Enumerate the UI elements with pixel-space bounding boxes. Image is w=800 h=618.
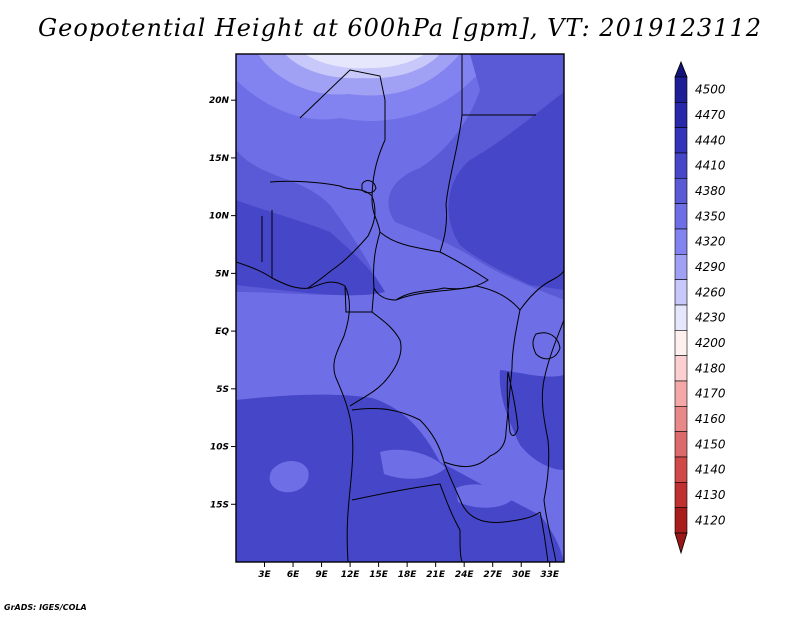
colorbar-swatch: [674, 507, 688, 534]
lat-tick-label: 10N: [209, 212, 230, 222]
border-libya-chad: [299, 69, 386, 140]
colorbar: 4500 4470 4440 4410 4380 4350 4320 4290 4260 4230…: [674, 60, 726, 555]
border-ghana-togo: [261, 210, 273, 278]
colorbar-label: 4120: [695, 513, 726, 527]
colorbar-swatch: [674, 431, 688, 458]
contour-band-4230: [305, 54, 425, 69]
coastline-east-africa: [541, 319, 564, 562]
lon-tick-label: 12E: [341, 570, 361, 580]
contour-patch-4350-b: [269, 461, 309, 493]
contour-band-4410-w: [236, 200, 385, 296]
border-angola-zambia: [443, 461, 541, 523]
lat-tick-label: EQ: [215, 327, 229, 337]
border-congo: [349, 311, 402, 407]
border-drc-east: [489, 309, 521, 457]
colorbar-label: 4320: [695, 235, 726, 249]
colorbar-swatch: [674, 355, 688, 382]
colorbar-swatch: [674, 178, 688, 204]
lat-tick-label: 5N: [215, 269, 229, 279]
colorbar-swatch: [674, 279, 688, 306]
lon-tick-label: 3E: [258, 570, 271, 580]
lon-tick-label: 6E: [287, 570, 300, 580]
colorbar-swatch: [674, 127, 688, 154]
lon-tick-label: 24E: [455, 570, 475, 580]
lon-tick-label: 18E: [398, 570, 418, 580]
map-frame: [235, 53, 565, 563]
lon-tick-label: 30E: [512, 570, 532, 580]
border-drc-south: [351, 407, 491, 467]
colorbar-label: 4170: [695, 387, 726, 401]
lat-tick-label: 15S: [210, 500, 229, 510]
colorbar-label: 4180: [695, 361, 726, 375]
colorbar-label: 4200: [695, 336, 726, 350]
contour-patch-4350-e: [456, 484, 512, 508]
longitude-axis: 3E 6E 9E 12E 15E 18E 21E 24E 27E 30E 33E: [258, 562, 560, 580]
border-ethiopia: [519, 269, 564, 311]
colorbar-swatch: [674, 330, 688, 356]
border-drc-north: [395, 285, 521, 311]
lon-tick-label: 27E: [483, 570, 503, 580]
border-zambia-malawi: [539, 511, 549, 562]
country-borders: [236, 54, 564, 562]
colorbar-swatch: [674, 380, 688, 407]
map-panel: [235, 53, 565, 563]
lon-tick-label: 21E: [426, 570, 446, 580]
colorbar-swatch: [674, 102, 688, 128]
colorbar-label: 4410: [695, 159, 726, 173]
contour-band-4410-ne: [448, 92, 564, 290]
colorbar-bottom-arrow: [674, 532, 688, 555]
latitude-axis: 20N 15N 10N 5N EQ 5S 10S 15S: [209, 96, 236, 510]
colorbar-label: 4160: [695, 412, 726, 426]
chart-title: Geopotential Height at 600hPa [gpm], VT:…: [38, 14, 762, 42]
colorbar-label: 4500: [695, 83, 726, 97]
border-namibia: [351, 483, 463, 562]
lake-chad: [361, 180, 377, 194]
colorbar-swatch: [674, 406, 688, 432]
border-chad-sudan: [439, 114, 463, 253]
colorbar-label: 4130: [695, 488, 726, 502]
lat-tick-label: 5S: [216, 385, 229, 395]
lake-tanganyika: [506, 371, 519, 436]
colorbar-label: 4470: [695, 108, 726, 122]
contour-patch-4350-a: [257, 342, 303, 383]
lake-victoria: [532, 332, 561, 360]
colorbar-label: 4290: [695, 260, 726, 274]
contour-patch-4350-d: [380, 449, 446, 479]
lat-tick-label: 10S: [210, 443, 229, 453]
colorbar-label: 4350: [695, 209, 726, 223]
colorbar-swatch: [674, 76, 688, 103]
colorbar-swatch: [674, 456, 688, 483]
colorbar-swatch: [674, 254, 688, 280]
colorbar-label: 4260: [695, 285, 726, 299]
colorbar-swatch: [674, 228, 688, 255]
colorbar-swatch: [674, 304, 688, 331]
colorbar-label: 4440: [695, 133, 726, 147]
lat-tick-label: 20N: [209, 96, 230, 106]
colorbar-label: 4140: [695, 463, 726, 477]
coastline-west-africa: [236, 261, 354, 562]
colorbar-swatch: [674, 152, 688, 179]
colorbar-label: 4150: [695, 437, 726, 451]
lon-tick-label: 9E: [315, 570, 328, 580]
grads-credit: GrADS: IGES/COLA: [4, 603, 87, 612]
border-nigeria: [269, 180, 376, 289]
contour-band-4410-s: [236, 394, 564, 562]
colorbar-swatch: [674, 203, 688, 230]
lon-tick-label: 33E: [540, 570, 560, 580]
border-niger-chad: [371, 139, 386, 233]
colorbar-swatch: [674, 482, 688, 508]
lon-tick-label: 15E: [369, 570, 389, 580]
colorbar-label: 4380: [695, 184, 726, 198]
lat-tick-label: 15N: [209, 154, 230, 164]
colorbar-top-arrow: [674, 60, 688, 78]
border-cameroon: [344, 231, 381, 313]
contour-patch-4350-c: [236, 294, 270, 320]
colorbar-label: 4230: [695, 311, 726, 325]
